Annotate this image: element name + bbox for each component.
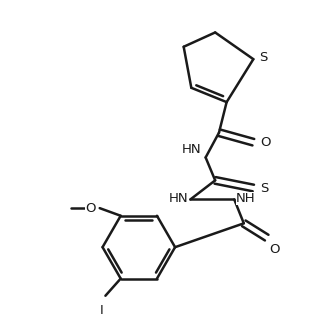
Text: HN: HN (169, 192, 188, 205)
Text: S: S (259, 51, 267, 64)
Text: O: O (270, 243, 280, 256)
Text: I: I (100, 304, 104, 317)
Text: O: O (260, 136, 271, 149)
Text: HN: HN (182, 143, 202, 156)
Text: S: S (260, 182, 268, 195)
Text: NH: NH (236, 192, 256, 205)
Text: O: O (85, 202, 96, 215)
